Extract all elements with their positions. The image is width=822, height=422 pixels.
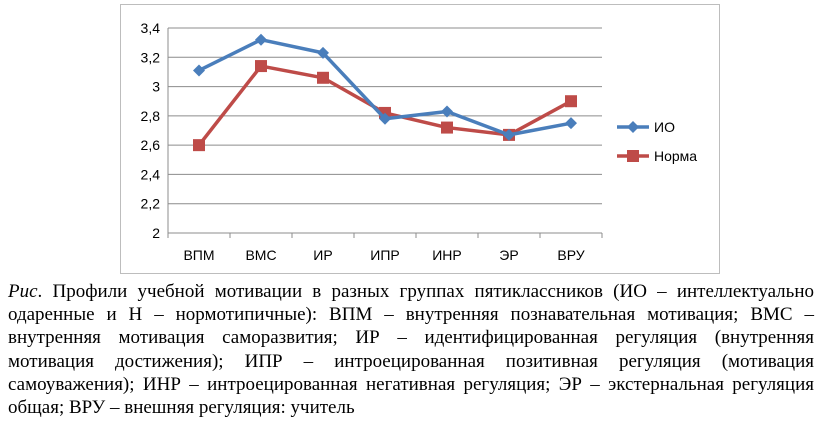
chart-frame xyxy=(120,4,720,274)
data-point xyxy=(565,117,577,130)
y-tick-label: 2,4 xyxy=(141,166,161,182)
legend-label: ИО xyxy=(654,119,675,135)
x-tick-label: ИНР xyxy=(432,247,462,263)
x-tick-label: ВПМ xyxy=(183,247,214,263)
data-point xyxy=(317,46,329,59)
figure-caption: Рис. Профили учебной мотивации в разных … xyxy=(8,280,814,419)
x-tick-label: ВМС xyxy=(245,247,276,263)
legend-marker xyxy=(627,150,639,162)
y-tick-label: 3 xyxy=(152,79,160,95)
data-point xyxy=(441,121,453,134)
data-point xyxy=(379,112,391,125)
caption-label: Рис xyxy=(8,281,38,302)
data-point xyxy=(317,71,329,84)
y-tick-label: 2 xyxy=(152,225,160,241)
x-tick-label: ЭР xyxy=(499,247,518,263)
data-point xyxy=(565,95,577,108)
y-tick-label: 3,2 xyxy=(141,49,161,65)
y-tick-label: 3,4 xyxy=(141,20,161,36)
legend-marker xyxy=(627,121,639,133)
y-tick-label: 2,6 xyxy=(141,137,161,153)
y-tick-label: 2,8 xyxy=(141,108,161,124)
data-point xyxy=(255,60,267,73)
x-tick-label: ИР xyxy=(313,247,332,263)
data-point xyxy=(193,64,205,77)
data-point xyxy=(193,139,205,152)
x-tick-label: ИПР xyxy=(370,247,399,263)
caption-text: . Профили учебной мотивации в разных гру… xyxy=(8,281,814,419)
data-point xyxy=(255,33,267,46)
legend-label: Норма xyxy=(654,148,697,164)
y-tick-label: 2,2 xyxy=(141,196,161,212)
line-chart: 2 2,2 2,4 2,6 2,8 3 3,2 3,4 ВПМ ВМС ИР ИПР ИНР ЭР ВРУ И… xyxy=(141,20,698,263)
data-point xyxy=(441,105,453,118)
data-point xyxy=(503,128,515,141)
x-tick-label: ВРУ xyxy=(557,247,584,263)
